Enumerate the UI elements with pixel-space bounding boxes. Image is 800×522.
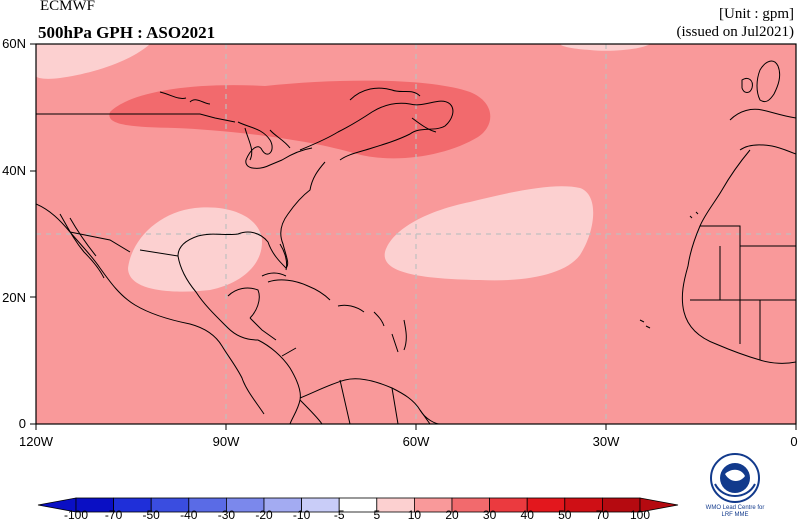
lat-label: 20N bbox=[2, 290, 26, 305]
provider-label: ECMWF bbox=[40, 0, 96, 14]
colorbar-label: 100 bbox=[630, 508, 650, 522]
colorbar-label: 20 bbox=[445, 508, 459, 522]
colorbar bbox=[37, 497, 679, 513]
anomaly-region-far-north-atlantic bbox=[560, 44, 650, 51]
lat-label: 0 bbox=[19, 416, 26, 431]
map-title: 500hPa GPH : ASO2021 bbox=[38, 23, 216, 42]
colorbar-label: 5 bbox=[373, 508, 380, 522]
lon-label: 0 bbox=[790, 434, 797, 449]
colorbar-swatch bbox=[338, 497, 378, 513]
colorbar-label: -30 bbox=[218, 508, 236, 522]
anomaly-region-gulf bbox=[128, 207, 262, 292]
lon-label: 30W bbox=[593, 434, 620, 449]
colorbar-label: 70 bbox=[596, 508, 610, 522]
colorbar-label: -10 bbox=[293, 508, 311, 522]
colorbar-label: 30 bbox=[483, 508, 497, 522]
wmo-logo-icon bbox=[710, 453, 760, 503]
lon-label: 120W bbox=[19, 434, 54, 449]
lat-label: 40N bbox=[2, 163, 26, 178]
anomaly-region-central-atlantic bbox=[384, 186, 594, 281]
colorbar-label: -5 bbox=[334, 508, 345, 522]
unit-label: [Unit : gpm] bbox=[719, 6, 794, 22]
colorbar-label: -40 bbox=[180, 508, 198, 522]
lon-label: 90W bbox=[213, 434, 240, 449]
lat-label: 60N bbox=[2, 36, 26, 51]
colorbar-label: -70 bbox=[105, 508, 123, 522]
colorbar-label: 40 bbox=[521, 508, 535, 522]
colorbar-label: -100 bbox=[64, 508, 88, 522]
colorbar-label: -50 bbox=[143, 508, 161, 522]
graticule bbox=[36, 44, 796, 424]
issued-label: (issued on Jul2021) bbox=[676, 24, 795, 40]
colorbar-label: 50 bbox=[558, 508, 572, 522]
colorbar-label: -20 bbox=[255, 508, 273, 522]
axis-ticks bbox=[30, 43, 797, 430]
lon-label: 60W bbox=[403, 434, 430, 449]
anomaly-region-ne-pacific bbox=[36, 44, 150, 79]
colorbar-right-arrow bbox=[639, 497, 679, 513]
colorbar-labels: -100 -70 -50 -40 -30 -20 -10 -5 5 10 20 30 40 50 70 100 bbox=[64, 508, 650, 522]
logo-caption: WMO Lead Centre for LRF MME bbox=[705, 505, 765, 518]
anomaly-region-ne-america bbox=[109, 80, 491, 159]
coastlines bbox=[36, 60, 796, 424]
colorbar-label: 10 bbox=[408, 508, 422, 522]
